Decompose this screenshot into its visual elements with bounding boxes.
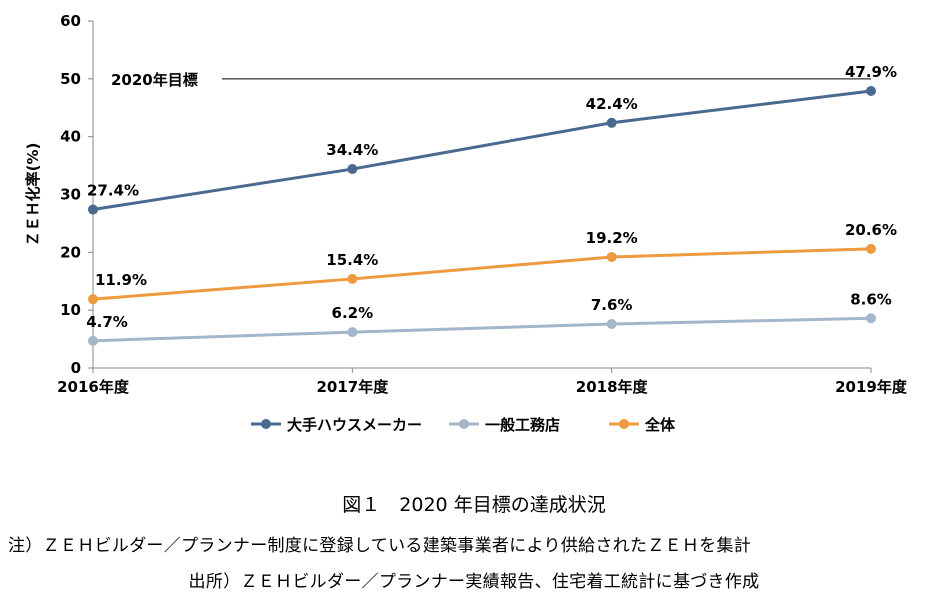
y-tick-label: 30 — [60, 186, 81, 204]
data-label: 8.6% — [850, 290, 892, 308]
x-tick-label: 2017年度 — [316, 378, 389, 396]
figure-note: 注）ＺＥＨビルダー／プランナー制度に登録している建築事業者により供給されたＺＥＨ… — [8, 536, 752, 556]
data-point — [866, 313, 876, 324]
data-point — [606, 319, 617, 330]
data-label: 34.4% — [326, 141, 378, 159]
data-point — [866, 85, 876, 96]
x-tick-label: 2016年度 — [57, 378, 130, 396]
data-point — [347, 164, 358, 175]
y-tick-label: 10 — [60, 301, 81, 319]
data-point — [606, 117, 617, 128]
y-tick-label: 40 — [60, 128, 81, 146]
legend-marker — [619, 419, 629, 429]
data-label: 11.9% — [95, 271, 147, 289]
data-label: 42.4% — [586, 95, 638, 113]
target-line-label: 2020年目標 — [111, 71, 198, 89]
series-line-3 — [92, 247, 872, 301]
data-label: 6.2% — [332, 304, 374, 322]
data-label: 27.4% — [87, 182, 139, 200]
data-label: 20.6% — [845, 221, 897, 239]
x-tick-label: 2018年度 — [576, 378, 649, 396]
legend-marker — [261, 419, 271, 429]
figure-title: 図１ 2020 年目標の達成状況 — [342, 494, 606, 516]
series-line-2 — [92, 316, 872, 343]
data-label: 7.6% — [591, 296, 633, 314]
figure-source: 出所）ＺＥＨビルダー／プランナー実績報告、住宅着工統計に基づき作成 — [188, 572, 760, 592]
legend-marker — [459, 419, 469, 429]
data-point — [866, 243, 876, 254]
y-tick-label: 0 — [71, 359, 81, 377]
legend-label: 大手ハウスメーカー — [287, 416, 422, 434]
data-point — [88, 294, 98, 305]
line-chart: 0 10 20 30 40 50 60 2016年度 2017年度 2018年度 2019年度 ＺＥＨ… — [24, 12, 908, 434]
data-label: 15.4% — [326, 251, 378, 269]
data-label: 4.7% — [86, 313, 128, 331]
series-line-1 — [92, 89, 872, 212]
data-point — [88, 335, 98, 346]
legend-label: 一般工務店 — [485, 416, 560, 434]
y-tick-label: 60 — [60, 12, 81, 30]
data-point — [347, 327, 358, 338]
data-label: 47.9% — [845, 63, 897, 81]
y-tick-label: 50 — [60, 70, 81, 88]
data-point — [347, 273, 358, 284]
data-point — [606, 251, 617, 262]
legend-label: 全体 — [644, 416, 676, 434]
y-axis-title: ＺＥＨ化率(%) — [24, 143, 42, 247]
x-tick-label: 2019年度 — [835, 378, 908, 396]
y-tick-label: 20 — [60, 243, 81, 261]
data-point — [88, 204, 98, 215]
data-label: 19.2% — [586, 229, 638, 247]
